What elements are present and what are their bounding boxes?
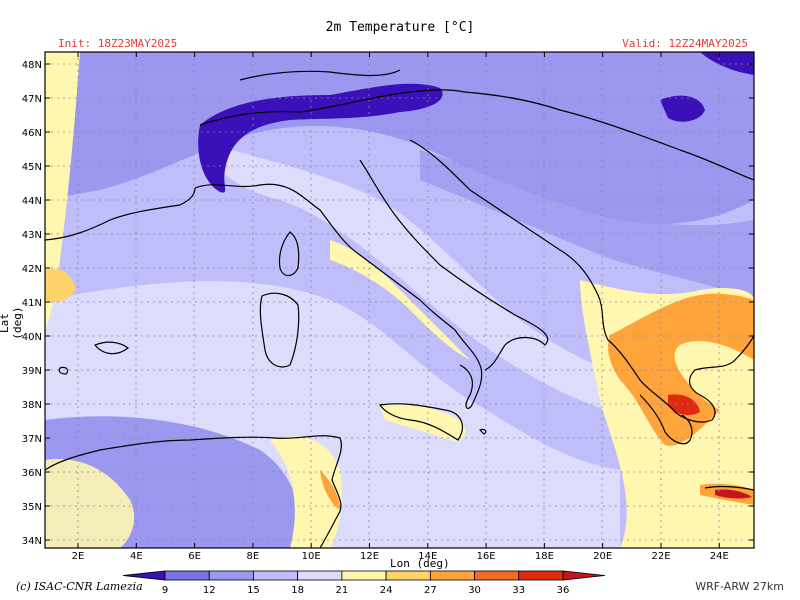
colorbar-high-arrow	[562, 570, 606, 581]
lat-tick-label: 41N	[22, 298, 42, 309]
valid-time-label: Valid: 12Z24MAY2025	[622, 37, 748, 50]
lon-tick-label: 24E	[710, 551, 729, 562]
lon-tick-label: 22E	[651, 551, 670, 562]
colorbar-segment	[297, 570, 343, 581]
model-label: WRF-ARW 27km	[695, 580, 784, 593]
colorbar-label: 9	[162, 585, 168, 596]
lat-tick-label: 44N	[22, 196, 42, 207]
map-frame	[44, 51, 755, 549]
colorbar-segment	[385, 570, 431, 581]
colorbar-segment	[164, 570, 210, 581]
lon-tick-label: 14E	[418, 551, 437, 562]
colorbar-label: 21	[336, 585, 349, 596]
colorbar: 9 12 15 18 21 24 27 30 33 36	[122, 570, 606, 596]
colorbar-segment	[474, 570, 520, 581]
lat-tick-label: 46N	[22, 128, 42, 139]
lon-tick-label: 10E	[302, 551, 321, 562]
lat-tick-label: 35N	[22, 502, 42, 513]
colorbar-label: 24	[380, 585, 393, 596]
lon-tick-label: 8E	[247, 551, 260, 562]
lat-tick-label: 45N	[22, 162, 42, 173]
temperature-field	[45, 52, 754, 548]
lon-ticks: 2E 4E 6E 8E 10E 12E 14E 16E 18E 20E 22E 24E	[72, 52, 729, 562]
lon-tick-label: 6E	[188, 551, 201, 562]
colorbar-label: 15	[247, 585, 260, 596]
lon-tick-label: 4E	[130, 551, 143, 562]
lat-tick-label: 37N	[22, 434, 42, 445]
colorbar-segment	[208, 570, 254, 581]
colorbar-segment	[341, 570, 387, 581]
lon-tick-label: 2E	[72, 551, 85, 562]
colorbar-label: 36	[557, 585, 570, 596]
colorbar-label: 18	[291, 585, 304, 596]
lat-tick-label: 42N	[22, 264, 42, 275]
colorbar-label: 27	[424, 585, 437, 596]
x-axis-label: Lon (deg)	[390, 557, 450, 570]
lat-tick-label: 34N	[22, 536, 42, 547]
lon-tick-label: 20E	[593, 551, 612, 562]
colorbar-segment	[253, 570, 299, 581]
lat-tick-label: 43N	[22, 230, 42, 241]
lat-tick-label: 48N	[22, 60, 42, 71]
lat-ticks: 48N 47N 46N 45N 44N 43N 42N 41N 40N 39N 38N 37N 36N 3…	[22, 60, 754, 547]
credit-text: (c) ISAC-CNR Lamezia	[16, 580, 143, 593]
lat-tick-label: 39N	[22, 366, 42, 377]
lon-tick-label: 18E	[535, 551, 554, 562]
graticule	[45, 52, 754, 548]
lat-tick-label: 38N	[22, 400, 42, 411]
lon-tick-label: 16E	[477, 551, 496, 562]
lat-tick-label: 36N	[22, 468, 42, 479]
colorbar-label: 30	[468, 585, 481, 596]
colorbar-label: 33	[512, 585, 525, 596]
colorbar-label: 12	[203, 585, 216, 596]
chart-title: 2m Temperature [°C]	[325, 20, 475, 35]
colorbar-segment	[518, 570, 564, 581]
colorbar-low-arrow	[122, 570, 166, 581]
lon-tick-label: 12E	[360, 551, 379, 562]
lat-tick-label: 47N	[22, 94, 42, 105]
init-time-label: Init: 18Z23MAY2025	[58, 37, 178, 50]
colorbar-segment	[429, 570, 475, 581]
coastlines	[45, 69, 754, 548]
lat-tick-label: 40N	[22, 332, 42, 343]
